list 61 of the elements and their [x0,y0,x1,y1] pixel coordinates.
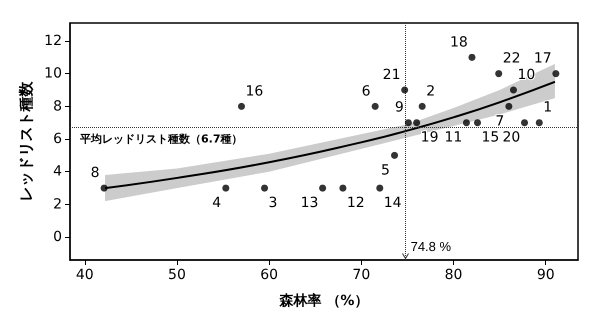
y-axis-title: レッドリスト種数 [16,80,35,202]
point [413,119,420,126]
point [376,184,384,192]
y-tick-label: 12 [44,32,62,49]
x-axis-title: 森林率 （%） [278,292,368,309]
point [222,184,230,192]
point [521,119,528,126]
x-tick-label: 60 [260,267,278,283]
x-tick-label: 70 [352,267,370,283]
annotation: 19 [420,130,438,146]
y-tick-label: 0 [53,229,62,246]
annotation: 15 [482,130,500,146]
ref-line-label: 74.8 % [410,239,452,254]
x-tick-label: 50 [168,267,186,283]
annotation: 22 [502,50,521,67]
annotation: 16 [245,83,264,100]
annotation: 6 [362,83,371,100]
ref-line-label: 平均レッドリスト種数（6.7種） [79,132,242,146]
annotation: 5 [381,162,390,178]
annotation: 14 [384,195,402,212]
annotation: 3 [268,195,278,212]
point [474,119,482,126]
annotation: 20 [502,130,520,146]
annotation: 8 [90,165,100,182]
point [495,70,502,78]
point [510,86,517,94]
annotation: 9 [394,100,404,116]
annotation: 21 [382,67,400,84]
point [391,152,398,159]
point [462,119,470,126]
point [505,102,512,110]
annotation: 11 [444,130,462,146]
annotation: 10 [517,67,536,84]
annotation: 4 [212,195,222,212]
point [468,54,476,61]
point [261,184,268,192]
point [401,86,408,94]
x-tick-label: 40 [76,267,94,283]
annotation: 18 [450,34,468,50]
x-tick-label: 90 [536,267,555,283]
point [418,102,426,110]
annotation: 2 [426,83,436,100]
y-tick-label: 6 [53,131,62,148]
annotation: 7 [495,113,504,130]
point [372,102,379,110]
point [100,184,108,192]
y-tick-label: 10 [44,66,62,82]
annotation: 12 [346,195,365,212]
annotation: 17 [534,50,552,67]
point [238,102,245,110]
annotation: 13 [300,195,318,212]
annotation: 1 [543,100,552,116]
point [339,184,346,192]
y-tick-label: 4 [53,164,62,180]
x-tick-label: 80 [444,267,462,283]
point [404,119,412,126]
point [319,184,326,192]
point [536,119,543,126]
y-tick-label: 8 [53,98,62,114]
point [552,70,560,78]
y-tick-label: 2 [53,196,62,212]
